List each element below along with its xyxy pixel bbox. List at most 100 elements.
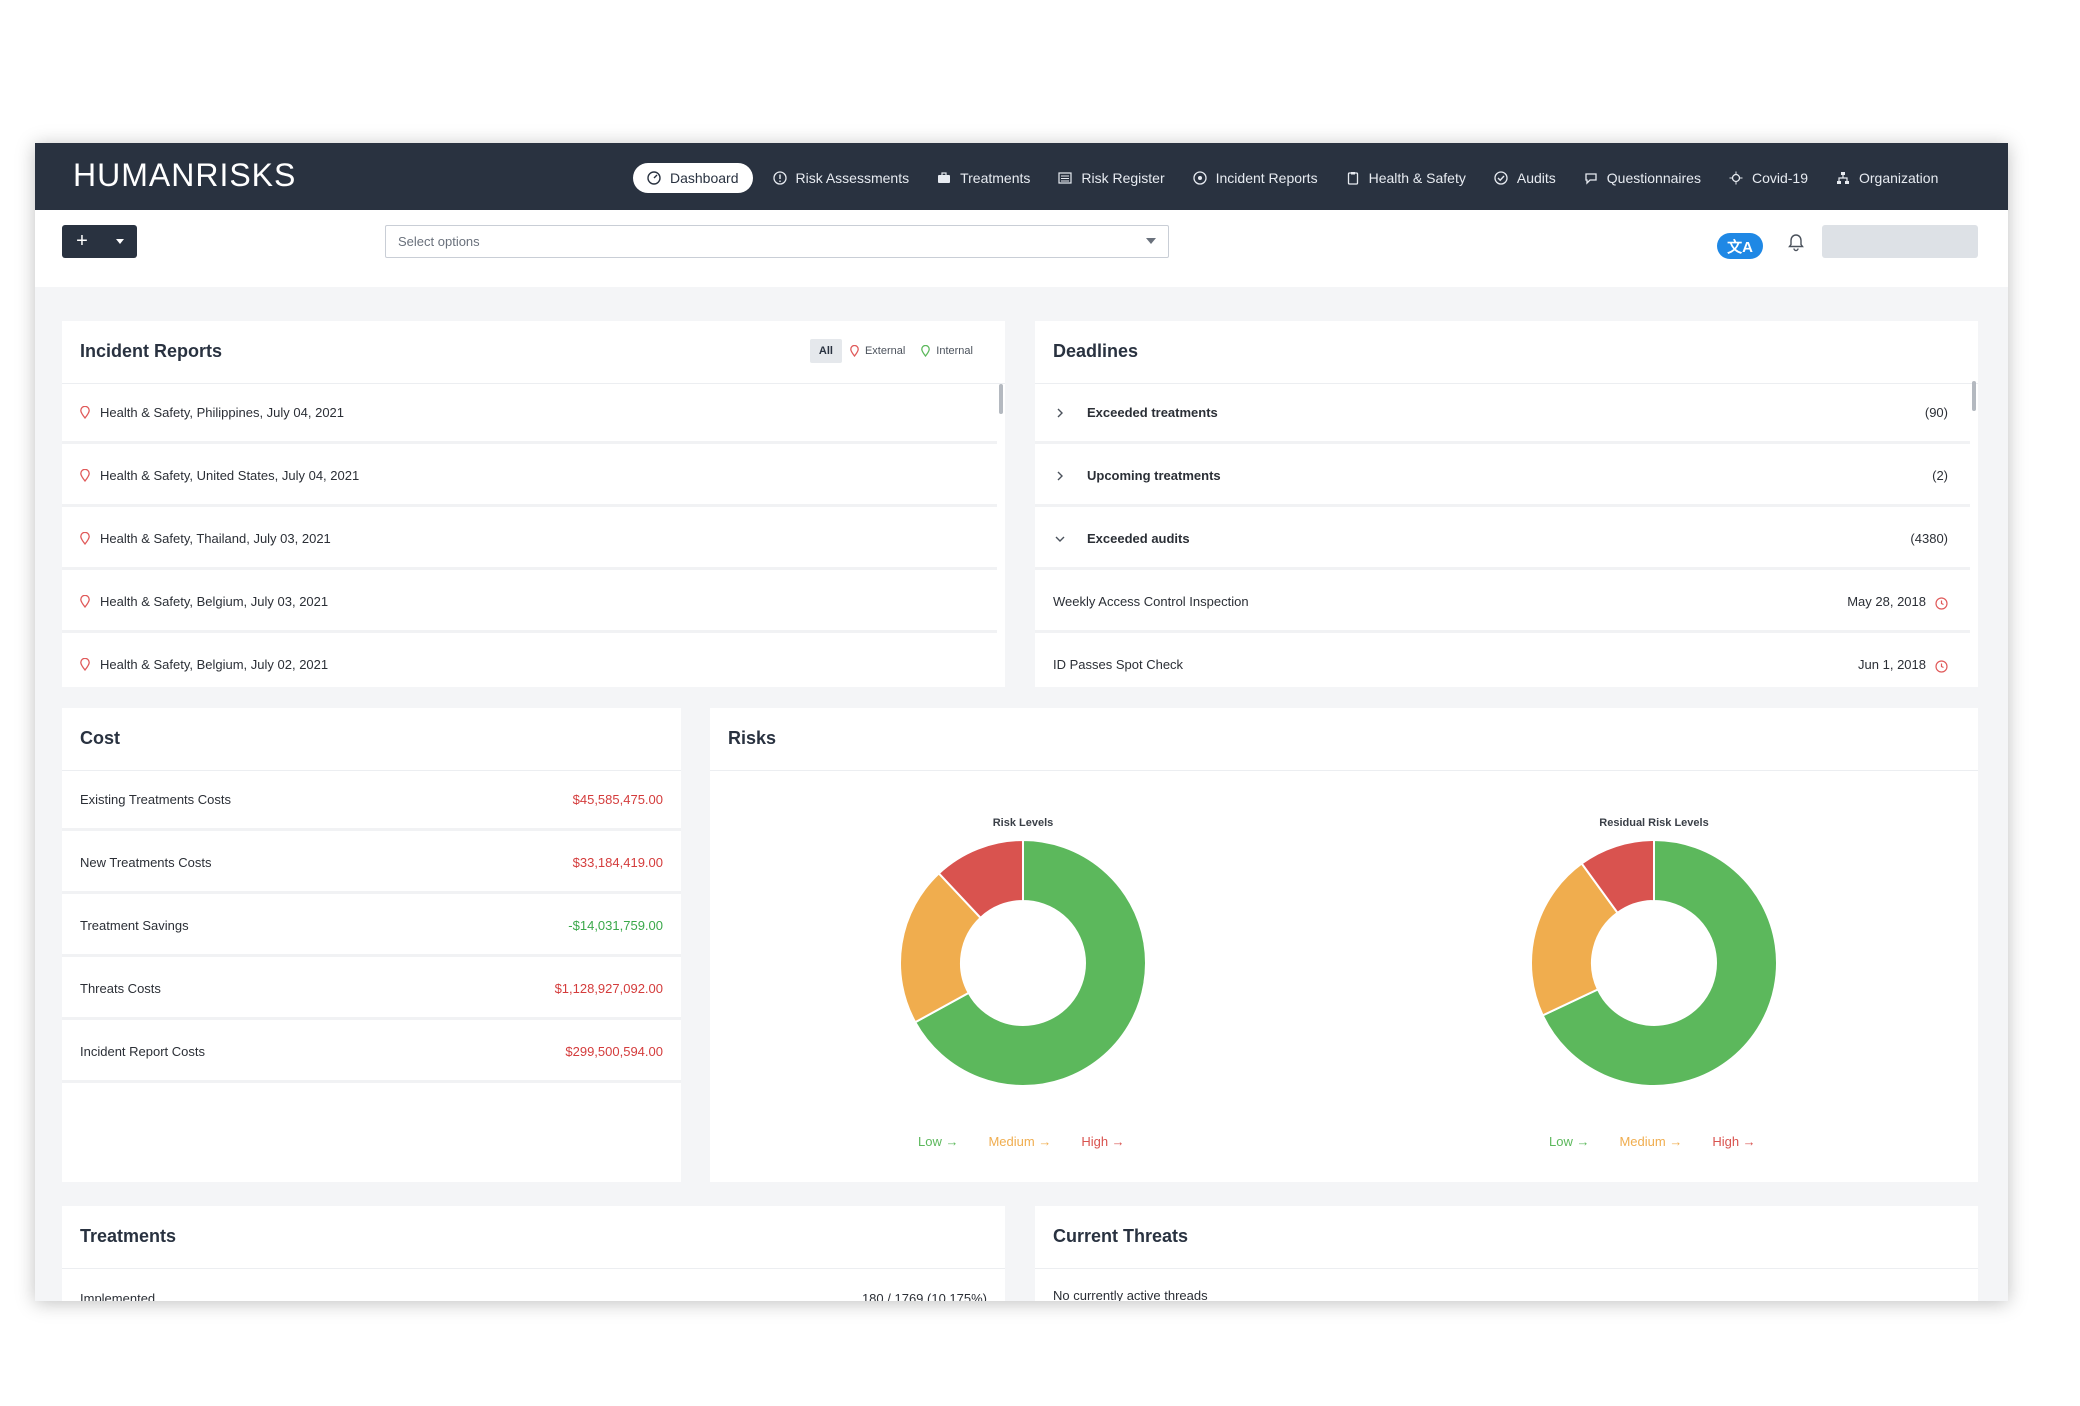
select-options-dropdown[interactable]: Select options [385, 225, 1169, 258]
legend-high[interactable]: High → [1712, 1134, 1756, 1149]
nav-treatments[interactable]: Treatments [923, 163, 1044, 193]
cost-label: Incident Report Costs [80, 1044, 206, 1059]
map-pin-icon [80, 595, 90, 608]
deadline-item-date: Jun 1, 2018 [1858, 657, 1926, 672]
deadline-group-row[interactable]: Exceeded audits (4380) [1035, 510, 1970, 570]
nav-label: Dashboard [670, 170, 739, 186]
incident-filter: All External Internal [809, 339, 981, 363]
add-button[interactable]: + [76, 230, 88, 252]
deadline-item-row[interactable]: Weekly Access Control Inspection May 28,… [1035, 573, 1970, 633]
humanrisks-logo[interactable]: HUMANRISKS [73, 157, 297, 193]
deadline-item-row[interactable]: ID Passes Spot Check Jun 1, 2018 [1035, 636, 1970, 687]
scrollbar-thumb[interactable] [1972, 381, 1976, 411]
filter-internal-label: Internal [936, 345, 973, 357]
language-switcher[interactable]: 文A [1717, 233, 1763, 259]
deadline-group-row[interactable]: Upcoming treatments (2) [1035, 447, 1970, 507]
cost-row: Existing Treatments Costs $45,585,475.00 [62, 771, 681, 831]
nav-health-safety[interactable]: Health & Safety [1332, 163, 1480, 193]
nav-organization[interactable]: Organization [1822, 163, 1952, 193]
incident-label: Health & Safety, United States, July 04,… [100, 468, 360, 483]
main-nav: Dashboard Risk Assessments Treatments Ri… [633, 163, 1952, 193]
legend-low[interactable]: Low → [1549, 1134, 1590, 1149]
clock-icon [1935, 660, 1948, 673]
cost-value: $299,500,594.00 [565, 1044, 663, 1059]
risks-panel: Risks Risk Levels Low → Medium → High → … [710, 708, 1978, 1182]
caret-down-icon [1146, 238, 1156, 244]
filter-all[interactable]: All [809, 339, 842, 363]
incident-row[interactable]: Health & Safety, Belgium, July 03, 2021 [62, 573, 997, 633]
scrollbar-thumb[interactable] [999, 384, 1003, 414]
deadline-item-label: ID Passes Spot Check [1053, 657, 1184, 672]
residual-risk-levels-donut-chart [1530, 838, 1778, 1087]
nav-label: Risk Register [1081, 170, 1165, 186]
incident-row[interactable]: Health & Safety, United States, July 04,… [62, 447, 997, 507]
cost-row: Incident Report Costs $299,500,594.00 [62, 1023, 681, 1083]
donut-slice-high[interactable] [937, 838, 1024, 920]
panel-title: Risks [728, 728, 777, 748]
cost-label: Existing Treatments Costs [80, 792, 231, 807]
nav-incident-reports[interactable]: Incident Reports [1179, 163, 1332, 193]
legend-medium[interactable]: Medium → [1619, 1134, 1683, 1149]
target-icon [1192, 171, 1207, 185]
deadline-group-count: (90) [1924, 405, 1948, 420]
donut-slice-medium[interactable] [1530, 862, 1619, 1017]
risk-levels-donut-chart [899, 838, 1147, 1087]
bell-icon[interactable] [1787, 233, 1805, 253]
donut-slice-high[interactable] [1580, 838, 1655, 915]
nav-risk-register[interactable]: Risk Register [1044, 163, 1178, 193]
list-icon [1058, 172, 1072, 184]
deadline-group-count: (2) [1932, 468, 1948, 483]
nav-dashboard[interactable]: Dashboard [633, 163, 753, 193]
dashboard-icon [647, 171, 661, 185]
nav-covid-19[interactable]: Covid-19 [1715, 163, 1822, 193]
divider [1035, 383, 1978, 384]
nav-label: Treatments [960, 170, 1031, 186]
add-dropdown-toggle[interactable] [102, 225, 137, 258]
incident-row[interactable]: Health & Safety, Philippines, July 04, 2… [62, 384, 997, 444]
filter-internal[interactable]: Internal [913, 345, 981, 357]
chevron-right-icon [1053, 471, 1067, 481]
donut-slice-low[interactable] [1541, 838, 1778, 1087]
divider [710, 770, 1978, 771]
nav-label: Audits [1516, 170, 1556, 186]
filter-external-label: External [864, 345, 906, 357]
deadline-group-row[interactable]: Exceeded treatments (90) [1035, 384, 1970, 444]
app-window: HUMANRISKS Dashboard Risk Assessments Tr… [35, 143, 2008, 1301]
treatment-row-value: 180 / 1769 (10.175%) [861, 1291, 987, 1301]
nav-risk-assessments[interactable]: Risk Assessments [759, 163, 924, 193]
cost-row: Treatment Savings -$14,031,759.00 [62, 897, 681, 957]
virus-icon [1729, 171, 1743, 185]
cost-row: New Treatments Costs $33,184,419.00 [62, 834, 681, 894]
clock-icon [1935, 597, 1948, 610]
nav-questionnaires[interactable]: Questionnaires [1570, 163, 1715, 193]
top-navbar: HUMANRISKS Dashboard Risk Assessments Tr… [35, 143, 2008, 210]
donut-slice-low[interactable] [913, 838, 1147, 1087]
deadline-group-label: Upcoming treatments [1087, 468, 1221, 483]
toolbar: + Select options 文A [35, 210, 2008, 287]
incident-row[interactable]: Health & Safety, Belgium, July 02, 2021 [62, 636, 997, 687]
map-pin-icon [80, 658, 90, 671]
panel-title: Deadlines [1053, 341, 1139, 361]
legend-medium[interactable]: Medium → [988, 1134, 1052, 1149]
incident-label: Health & Safety, Thailand, July 03, 2021 [100, 531, 331, 546]
panel-title: Current Threats [1053, 1226, 1189, 1246]
legend-low[interactable]: Low → [918, 1134, 959, 1149]
incident-label: Health & Safety, Belgium, July 02, 2021 [100, 657, 329, 672]
add-split-button[interactable]: + [62, 225, 137, 258]
incident-reports-panel: Incident Reports All External Internal H… [62, 321, 1005, 687]
deadlines-panel: Deadlines Exceeded treatments (90) Upcom… [1035, 321, 1978, 687]
nav-label: Incident Reports [1215, 170, 1318, 186]
donut-slice-medium[interactable] [899, 871, 982, 1024]
deadline-item-label: Weekly Access Control Inspection [1053, 594, 1249, 609]
incident-row[interactable]: Health & Safety, Thailand, July 03, 2021 [62, 510, 997, 570]
filter-external[interactable]: External [842, 345, 913, 357]
cost-value: -$14,031,759.00 [568, 918, 663, 933]
user-menu[interactable] [1822, 225, 1978, 258]
select-placeholder: Select options [398, 234, 480, 249]
nav-label: Organization [1858, 170, 1939, 186]
panel-title: Cost [80, 728, 120, 748]
nav-audits[interactable]: Audits [1480, 163, 1570, 193]
legend-high[interactable]: High → [1081, 1134, 1125, 1149]
current-threats-panel: Current Threats No currently active thre… [1035, 1206, 1978, 1301]
panel-title: Incident Reports [80, 341, 223, 361]
